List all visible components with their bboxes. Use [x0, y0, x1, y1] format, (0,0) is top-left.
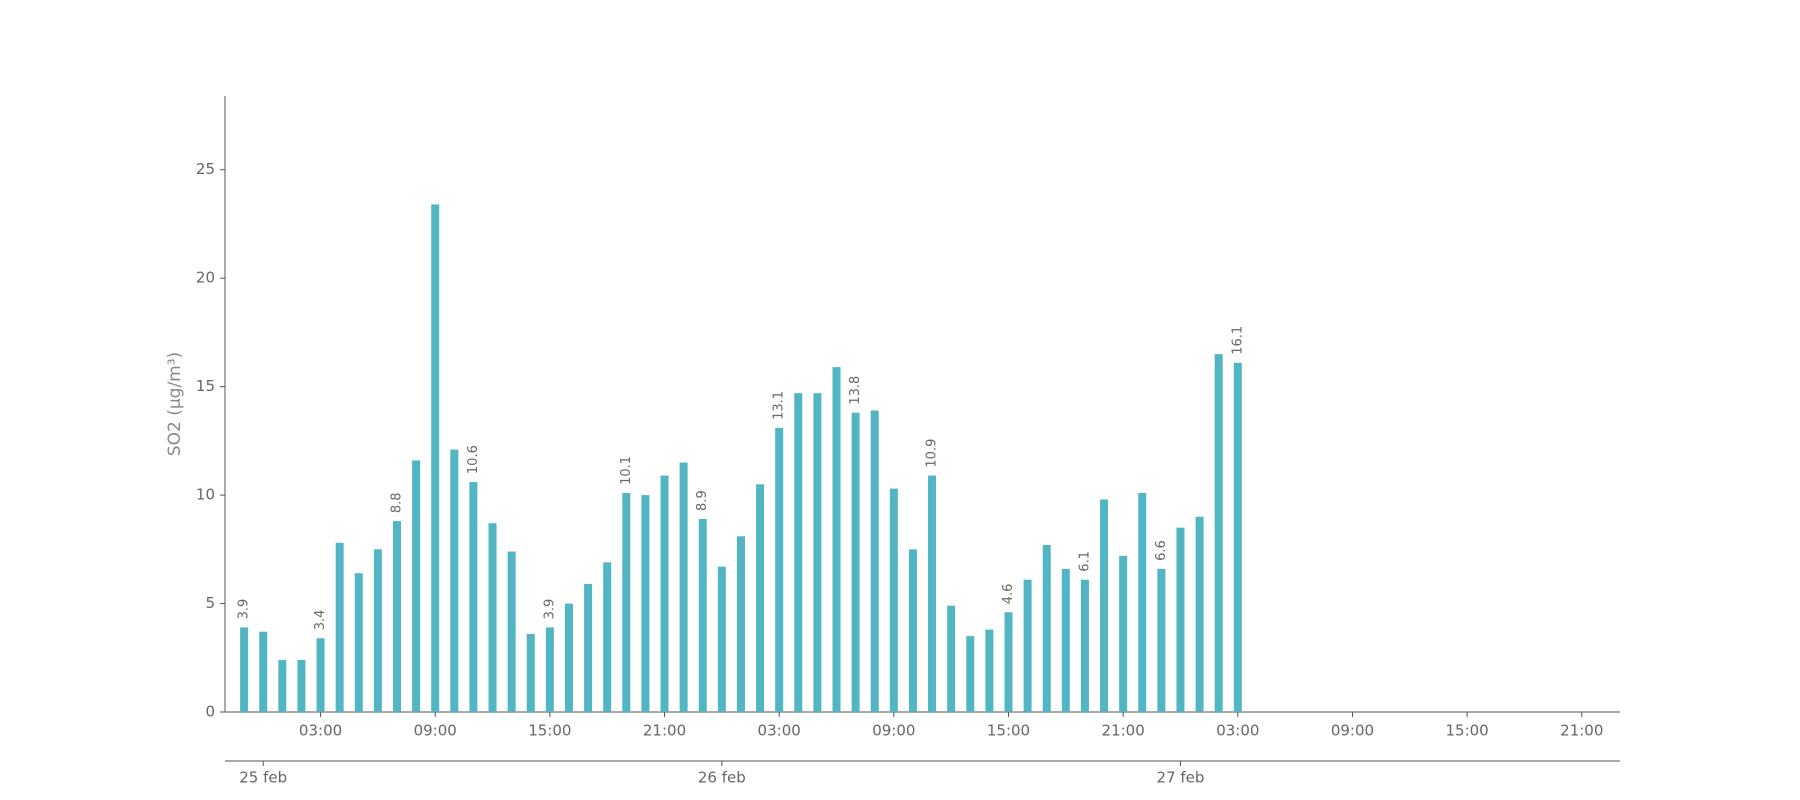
- bar: [660, 475, 669, 712]
- value-label: 3.4: [313, 610, 328, 631]
- x-tick-label: 15:00: [987, 722, 1030, 740]
- bar: [1233, 362, 1242, 712]
- y-tick-label: 25: [196, 160, 215, 178]
- bar: [717, 566, 726, 712]
- bar: [335, 542, 344, 712]
- bar: [240, 627, 249, 712]
- x-tick-label: 15:00: [1446, 722, 1489, 740]
- bar: [316, 638, 325, 712]
- value-label: 13.8: [848, 376, 863, 405]
- bar: [928, 475, 937, 712]
- value-label: 3.9: [237, 599, 252, 620]
- bar: [736, 536, 745, 712]
- value-label: 6.1: [1077, 551, 1092, 572]
- bar: [354, 573, 363, 712]
- bar: [564, 603, 573, 712]
- bar: [1080, 579, 1089, 712]
- y-tick-label: 10: [196, 486, 215, 504]
- value-label: 10.6: [466, 445, 481, 474]
- bar: [450, 449, 459, 712]
- day-tick-label: 27 feb: [1157, 769, 1205, 787]
- bar: [545, 627, 554, 712]
- bar: [870, 410, 879, 712]
- bar: [526, 633, 535, 712]
- bar: [392, 521, 401, 712]
- bar: [756, 484, 765, 712]
- value-label: 16.1: [1230, 326, 1245, 355]
- x-tick-label: 03:00: [1216, 722, 1259, 740]
- value-label: 3.9: [542, 599, 557, 620]
- bar: [469, 482, 478, 712]
- value-label: 8.8: [389, 492, 404, 513]
- bar: [488, 523, 497, 712]
- bar: [794, 393, 803, 712]
- bar: [813, 393, 822, 712]
- bar: [908, 549, 917, 712]
- bar: [584, 584, 593, 712]
- x-tick-label: 09:00: [1331, 722, 1374, 740]
- value-label: 4.6: [1001, 584, 1016, 605]
- bar: [889, 488, 898, 712]
- bar: [1195, 516, 1204, 712]
- x-tick-label: 09:00: [414, 722, 457, 740]
- bar: [698, 518, 707, 712]
- x-tick-label: 21:00: [1102, 722, 1145, 740]
- x-tick-label: 21:00: [1560, 722, 1603, 740]
- y-tick-label: 15: [196, 377, 215, 395]
- x-tick-label: 03:00: [758, 722, 801, 740]
- bar: [775, 427, 784, 712]
- bar: [1042, 544, 1051, 712]
- bar: [412, 460, 421, 712]
- y-tick-label: 20: [196, 269, 215, 287]
- bar: [947, 605, 956, 712]
- bar: [1157, 568, 1166, 712]
- day-tick-label: 26 feb: [698, 769, 746, 787]
- bar: [431, 204, 440, 713]
- bar: [1004, 612, 1013, 712]
- x-tick-label: 21:00: [643, 722, 686, 740]
- value-label: 10.1: [619, 456, 634, 485]
- bar: [966, 636, 975, 712]
- bar: [1119, 555, 1128, 712]
- value-label: 13.1: [772, 391, 787, 420]
- x-tick-label: 09:00: [872, 722, 915, 740]
- bar: [1176, 527, 1185, 712]
- bar: [641, 495, 650, 712]
- bar: [603, 562, 612, 712]
- value-label: 6.6: [1154, 540, 1169, 561]
- bar: [679, 462, 688, 712]
- bar: [622, 492, 631, 712]
- bar: [1138, 492, 1147, 712]
- x-tick-label: 03:00: [299, 722, 342, 740]
- day-tick-label: 25 feb: [239, 769, 287, 787]
- bar: [373, 549, 382, 712]
- bar: [297, 659, 306, 712]
- y-tick-label: 5: [205, 594, 215, 612]
- bar: [1023, 579, 1032, 712]
- bar: [832, 367, 841, 712]
- bar: [1100, 499, 1109, 712]
- y-tick-label: 0: [205, 703, 215, 721]
- bar: [278, 659, 287, 712]
- x-tick-label: 15:00: [528, 722, 571, 740]
- bar: [507, 551, 516, 712]
- bar: [851, 412, 860, 712]
- value-label: 8.9: [695, 490, 710, 511]
- bar: [1214, 354, 1223, 712]
- bar: [259, 631, 268, 712]
- bar: [1061, 568, 1070, 712]
- value-label: 10.9: [925, 439, 940, 468]
- y-axis-label: SO2 (μg/m³): [165, 352, 185, 456]
- bar: [985, 629, 994, 712]
